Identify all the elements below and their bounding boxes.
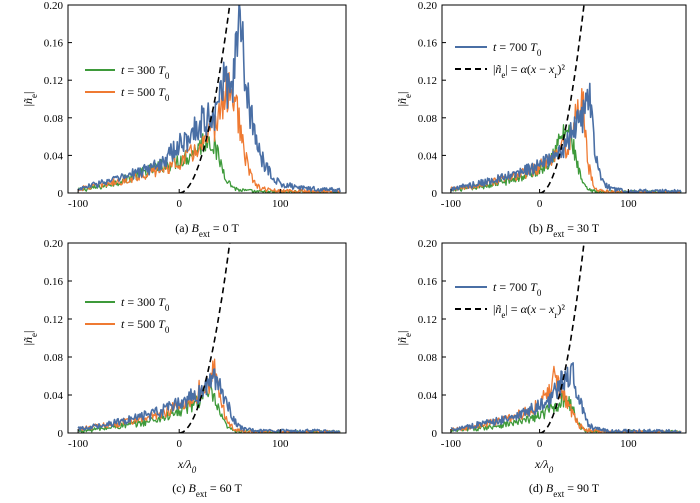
panel-caption: (c) Bext = 60 T [172, 481, 242, 499]
legend-label-t500: t = 500 T0 [121, 317, 170, 335]
y-tick-label: 0 [432, 428, 438, 440]
y-tick-label: 0.08 [44, 113, 64, 125]
series-t300-line [77, 133, 341, 193]
plot-frame [67, 242, 347, 434]
y-tick-label: 0.12 [418, 75, 437, 87]
fit-curve [179, 243, 231, 433]
panel-d: 00.040.080.120.160.20-100 0 100|ñe|x/λ0t =… [395, 238, 687, 499]
legend-label-fit: |ñe| = α(x − xr)² [493, 302, 565, 320]
x-axis-label: x/λ0 [534, 457, 554, 475]
panel-caption: (b) Bext = 30 T [529, 221, 600, 239]
legend-label-t300: t = 300 T0 [121, 63, 170, 81]
y-tick-label: 0.12 [44, 314, 63, 326]
x-tick-label: 0 [537, 438, 543, 450]
legend-label-t500: t = 500 T0 [121, 85, 170, 103]
panel-caption: (d) Bext = 90 T [529, 481, 600, 499]
x-tick-label: -100 [441, 198, 462, 210]
plot-frame [67, 4, 347, 194]
legend-label-t300: t = 300 T0 [121, 295, 170, 313]
legend-label-fit: |ñe| = α(x − xr)² [493, 62, 565, 80]
y-axis-label: |ñe| [395, 331, 413, 346]
fit-curve [179, 5, 231, 193]
panel-b: 00.040.080.120.160.20-100 0 100|ñe|t = 700… [395, 0, 687, 239]
x-tick-label: 100 [620, 198, 637, 210]
panel-caption: (a) Bext = 0 T [175, 221, 239, 239]
y-tick-label: 0.04 [418, 150, 438, 162]
panel-a: 0 0.04 0.08 0.12 0.16 0.20 -100 0 100 |ñe| t = 300… [21, 0, 347, 239]
x-tick-label: 0 [537, 198, 543, 210]
y-tick-label: 0.16 [44, 38, 64, 50]
y-tick-label: 0 [432, 188, 438, 200]
x-tick-label: 100 [272, 438, 289, 450]
y-axis-label: |ñe| [395, 92, 413, 107]
x-axis-label: x/λ0 [177, 457, 197, 475]
y-tick-label: 0.08 [418, 352, 438, 364]
y-axis-label: |ñe| [21, 92, 39, 107]
series-t500-line [77, 71, 341, 193]
y-tick-label: 0.08 [418, 113, 438, 125]
series-t700-line [450, 82, 682, 193]
legend-label-t700: t = 700 T0 [493, 40, 542, 58]
panel-c: 0 0.04 0.08 0.12 0.16 0.20 -100 0 100 |ñe| x/λ0 t =… [21, 238, 347, 499]
y-tick-label: 0 [58, 428, 64, 440]
y-tick-label: 0.20 [418, 238, 438, 250]
y-tick-label: 0.16 [418, 276, 438, 288]
y-tick-label: 0.12 [44, 75, 63, 87]
x-tick-label: 0 [176, 438, 182, 450]
series-t700-line [77, 5, 341, 193]
plot-frame [441, 242, 687, 434]
x-tick-label: 0 [176, 198, 182, 210]
y-tick-label: 0.16 [44, 276, 64, 288]
y-tick-label: 0.04 [44, 390, 64, 402]
fit-curve [539, 243, 585, 433]
x-tick-label: -100 [441, 438, 462, 450]
y-tick-label: 0.20 [418, 0, 438, 12]
y-tick-label: 0.04 [418, 390, 438, 402]
y-tick-label: 0.16 [418, 38, 438, 50]
series-t700-line [77, 368, 341, 433]
x-tick-label: 100 [272, 198, 289, 210]
x-tick-label: 100 [620, 438, 637, 450]
series-t300-line [450, 390, 682, 433]
y-tick-label: 0.08 [44, 352, 64, 364]
y-tick-label: 0.12 [418, 314, 437, 326]
y-axis-label: |ñe| [21, 331, 39, 346]
x-tick-label: -100 [68, 438, 89, 450]
x-tick-label: -100 [68, 198, 89, 210]
plot-frame [441, 4, 687, 194]
y-tick-label: 0.20 [44, 0, 64, 12]
y-tick-label: 0.04 [44, 150, 64, 162]
y-tick-label: 0 [58, 188, 64, 200]
legend-label-t700: t = 700 T0 [493, 280, 542, 298]
y-tick-label: 0.20 [44, 238, 64, 250]
